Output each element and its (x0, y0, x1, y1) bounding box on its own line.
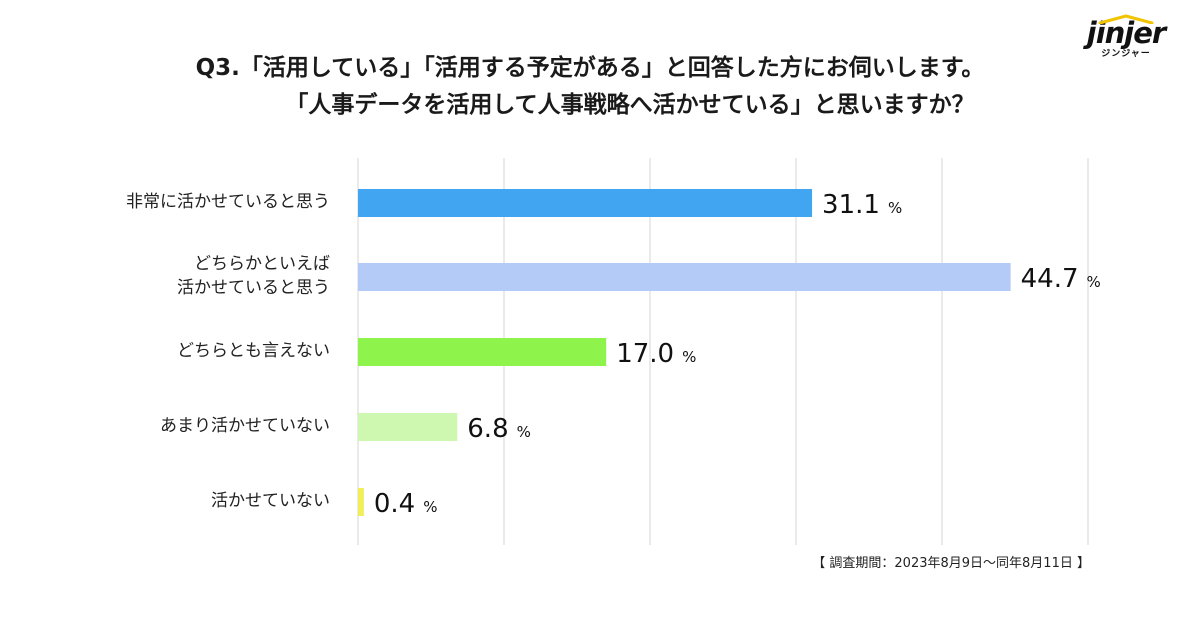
bar-3 (358, 338, 607, 366)
value-unit: % (1087, 273, 1101, 291)
value-label-4: 6.8% (467, 414, 531, 444)
value-number: 17.0 (616, 339, 674, 369)
value-unit: % (888, 199, 902, 217)
chart-title-line-2: 「人事データを活用して人事戦略へ活かせている」と思いますか？ (285, 92, 975, 118)
value-label-2: 44.7% (1021, 264, 1101, 294)
survey-period-footnote: 【 調査期間：2023年8月9日〜同年8月11日 】 (812, 556, 1090, 571)
category-label-4: あまり活かせていない (160, 416, 330, 436)
bar-5 (358, 488, 364, 516)
category-label-1: 非常に活かせていると思う (126, 192, 330, 212)
value-number: 0.4 (374, 489, 415, 519)
logo-roof-icon (1098, 14, 1154, 24)
chart-title-line-1: Q3.「活用している」「活用する予定がある」と回答した方にお伺いします。 (195, 55, 985, 81)
category-label-2: どちらかといえば 活かせていると思う (177, 254, 330, 298)
value-label-3: 17.0% (616, 339, 696, 369)
value-number: 6.8 (467, 414, 508, 444)
value-unit: % (682, 348, 696, 366)
logo-subtitle: ジンジャー (1101, 49, 1151, 59)
chart-title: Q3.「活用している」「活用する予定がある」と回答した方にお伺いします。 「人事… (0, 50, 1200, 124)
value-unit: % (517, 423, 531, 441)
value-unit: % (423, 498, 437, 516)
category-label-3: どちらとも言えない (177, 341, 330, 361)
value-number: 31.1 (822, 190, 880, 220)
jinjer-logo: jinjer ジンジャー (1076, 14, 1176, 66)
value-label-5: 0.4% (374, 489, 438, 519)
value-number: 44.7 (1021, 264, 1079, 294)
bar-1 (358, 189, 813, 217)
bar-4 (358, 413, 458, 441)
category-label-5: 活かせていない (211, 491, 330, 511)
value-label-1: 31.1% (822, 190, 902, 220)
bar-2 (358, 263, 1011, 291)
